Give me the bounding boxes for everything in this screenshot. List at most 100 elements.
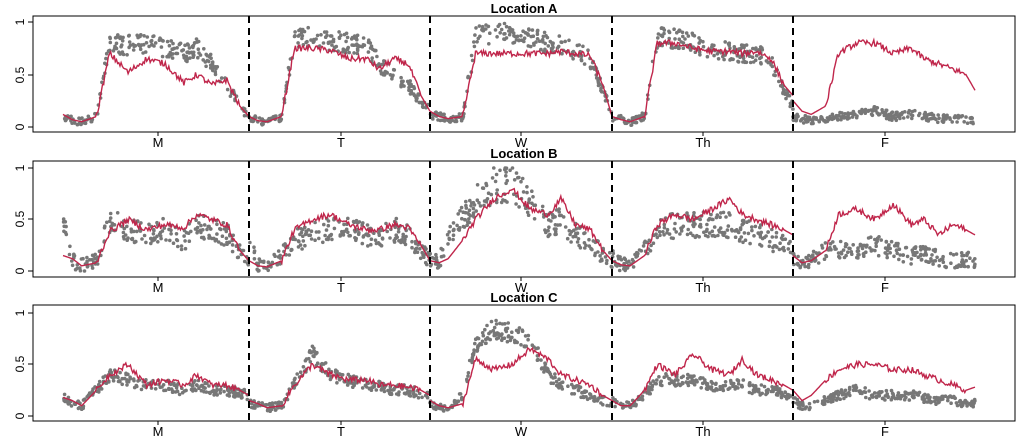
data-point [830,112,835,117]
data-point [298,370,303,375]
data-point [210,68,215,73]
data-point [621,116,625,120]
data-point [218,227,222,231]
data-point [591,239,596,243]
data-point [973,262,977,267]
data-point [917,111,922,116]
data-point [75,266,79,271]
data-point [143,50,148,54]
data-point [126,34,131,38]
data-point [583,389,587,393]
data-point [759,383,764,387]
x-tick-label: W [515,280,528,295]
data-point [901,116,906,120]
data-point [413,239,418,244]
data-point [266,260,271,265]
data-point [83,397,87,402]
data-point [885,392,889,396]
data-point [841,391,846,395]
data-point [495,35,499,39]
data-point [215,222,219,227]
data-point [145,35,150,39]
data-point [648,391,652,396]
data-point [513,34,517,39]
data-point [299,30,304,35]
data-point [788,104,792,109]
y-tick-label: 0.5 [13,355,27,372]
line-T [248,211,431,268]
data-point [70,121,74,125]
data-point [941,260,946,265]
panel-1: Location A 0 0.5 1 M T W Th F [13,1,1016,150]
data-point [158,234,163,238]
data-point [123,233,128,237]
data-point [219,242,224,246]
data-point [721,233,725,237]
data-point [369,242,373,247]
data-point [373,238,378,242]
data-point [965,121,970,125]
data-point [958,403,963,407]
data-point [673,384,678,388]
data-point [641,118,645,122]
data-point [662,222,667,227]
line-T [248,363,431,409]
data-point [777,79,781,84]
data-point [121,52,126,57]
data-point [284,253,288,257]
data-point [167,54,171,59]
data-point [718,387,722,392]
data-point [69,404,74,408]
data-point [567,38,571,43]
data-point [471,353,475,357]
data-point [658,233,662,238]
data-point [480,186,485,190]
data-point [309,229,314,233]
data-point [807,115,812,120]
data-point [196,55,200,60]
data-point [475,198,480,202]
data-point [685,376,690,381]
data-point [589,246,593,251]
data-point [762,384,767,389]
data-point [511,41,515,45]
data-point [131,377,136,381]
data-point [768,239,772,244]
data-point [964,258,968,263]
data-point [110,221,115,226]
data-point [526,213,531,217]
data-point [534,40,538,44]
data-point [418,256,423,261]
data-point [540,366,544,370]
data-point [847,387,852,392]
data-point [304,40,308,45]
data-point [791,251,796,256]
data-point [413,393,418,397]
data-point [705,222,709,227]
data-point [933,116,937,121]
data-point [470,360,474,365]
data-point [551,381,556,386]
data-point [910,113,915,118]
data-point [105,220,109,225]
data-point [946,398,950,403]
data-point [347,50,352,55]
data-point [466,220,470,224]
data-point [286,65,291,70]
data-point [308,349,312,353]
data-point [120,382,124,387]
data-point [242,113,247,118]
data-point [129,227,133,231]
data-point [215,232,219,236]
data-point [596,397,600,402]
data-point [344,39,348,44]
data-point [462,225,467,229]
data-point [448,224,453,229]
data-point [781,91,785,96]
data-point [324,237,329,242]
data-point [125,224,129,229]
data-point [502,37,506,41]
data-point [492,331,497,335]
data-point [730,57,735,62]
data-point [956,265,960,269]
